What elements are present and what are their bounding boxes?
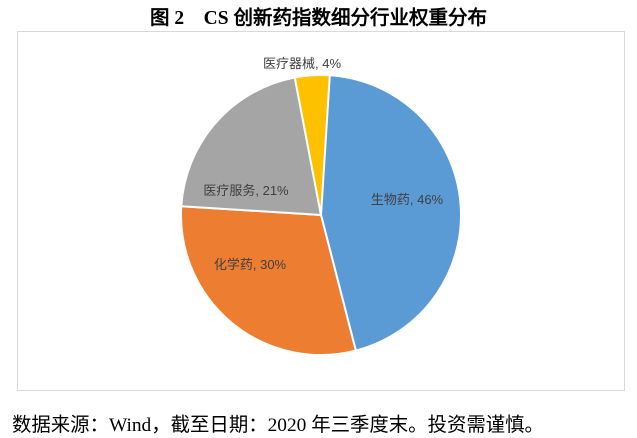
svg-text:化学药, 30%: 化学药, 30% <box>214 257 287 272</box>
svg-text:医疗器械, 4%: 医疗器械, 4% <box>263 56 341 71</box>
svg-text:医疗服务, 21%: 医疗服务, 21% <box>203 183 289 198</box>
svg-text:生物药, 46%: 生物药, 46% <box>371 192 444 207</box>
